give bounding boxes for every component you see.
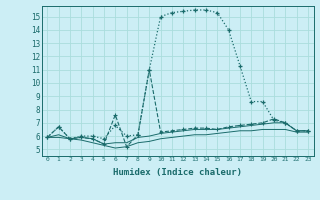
X-axis label: Humidex (Indice chaleur): Humidex (Indice chaleur)	[113, 168, 242, 177]
